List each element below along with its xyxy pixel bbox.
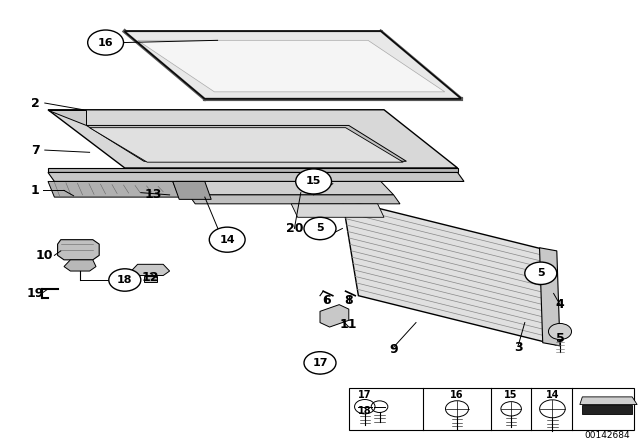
Text: 4: 4 <box>556 298 564 311</box>
Polygon shape <box>189 195 400 204</box>
Polygon shape <box>320 305 349 327</box>
Text: 1: 1 <box>31 184 40 197</box>
Circle shape <box>296 169 332 194</box>
Text: 17: 17 <box>358 390 372 400</box>
Circle shape <box>525 262 557 284</box>
Text: 5: 5 <box>556 332 564 345</box>
Polygon shape <box>173 181 211 199</box>
Polygon shape <box>125 31 461 99</box>
Text: 6: 6 <box>322 293 331 307</box>
Circle shape <box>209 227 245 252</box>
Polygon shape <box>144 276 157 282</box>
Polygon shape <box>48 181 179 197</box>
Text: 00142684: 00142684 <box>585 431 630 440</box>
Text: 9: 9 <box>389 343 398 356</box>
Polygon shape <box>342 199 557 345</box>
Text: 5: 5 <box>537 268 545 278</box>
Polygon shape <box>582 405 632 414</box>
Text: 10: 10 <box>36 249 54 262</box>
Text: 20: 20 <box>285 222 303 235</box>
Circle shape <box>304 217 336 240</box>
Polygon shape <box>291 204 384 217</box>
Polygon shape <box>540 248 560 346</box>
Text: 15: 15 <box>504 390 518 400</box>
Text: 17: 17 <box>312 358 328 368</box>
Polygon shape <box>48 168 458 172</box>
Polygon shape <box>176 181 394 195</box>
Text: 5: 5 <box>316 224 324 233</box>
Polygon shape <box>138 40 445 92</box>
Text: 11: 11 <box>340 318 358 332</box>
Text: 13: 13 <box>145 188 163 202</box>
Polygon shape <box>64 260 96 271</box>
Text: 18: 18 <box>358 406 372 416</box>
Polygon shape <box>580 397 637 405</box>
Text: 7: 7 <box>31 143 40 157</box>
Circle shape <box>304 352 336 374</box>
Text: 14: 14 <box>546 390 559 400</box>
Text: 16: 16 <box>451 390 464 400</box>
Text: 18: 18 <box>117 275 132 285</box>
Text: 19: 19 <box>26 287 44 300</box>
Circle shape <box>88 30 124 55</box>
Polygon shape <box>131 264 170 276</box>
Text: 16: 16 <box>98 38 113 47</box>
Polygon shape <box>48 110 86 125</box>
Text: 2: 2 <box>31 96 40 110</box>
Polygon shape <box>48 110 458 168</box>
Polygon shape <box>86 125 406 161</box>
Text: 14: 14 <box>220 235 235 245</box>
Text: 3: 3 <box>514 340 523 354</box>
Polygon shape <box>48 172 464 181</box>
Circle shape <box>548 323 572 340</box>
Text: 15: 15 <box>306 177 321 186</box>
Circle shape <box>109 269 141 291</box>
Polygon shape <box>125 31 461 99</box>
Text: 8: 8 <box>344 293 353 307</box>
Polygon shape <box>90 128 403 162</box>
Text: 12: 12 <box>141 271 159 284</box>
FancyBboxPatch shape <box>349 388 634 430</box>
Polygon shape <box>58 240 99 260</box>
